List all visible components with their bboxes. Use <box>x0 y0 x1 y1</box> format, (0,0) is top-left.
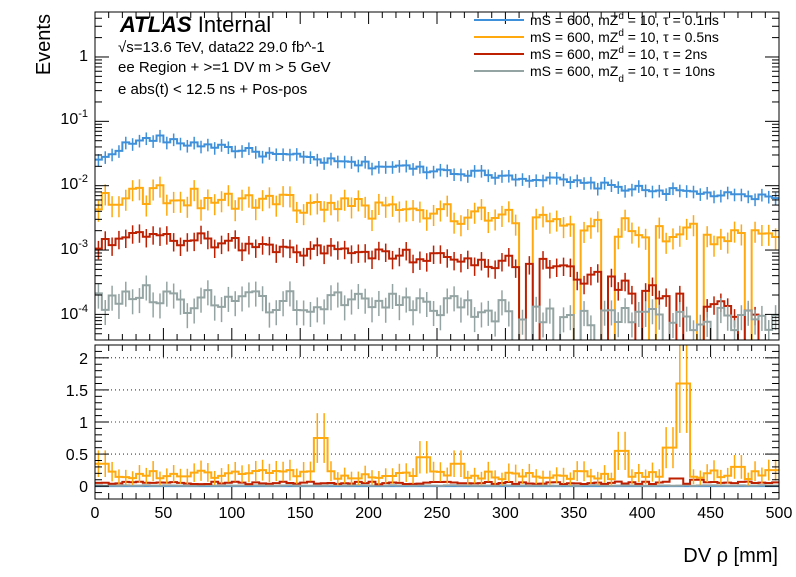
x-tick-label: 300 <box>492 505 519 522</box>
ratio-y-tick-label: 1 <box>79 415 88 432</box>
x-tick-label: 100 <box>218 505 245 522</box>
x-tick-label: 0 <box>91 505 100 522</box>
annotation-selection: e abs(t) < 12.5 ns + Pos-pos <box>118 81 307 98</box>
y-tick-1: 1 <box>79 48 88 65</box>
x-tick-label: 400 <box>629 505 656 522</box>
main-panel-series <box>95 130 779 346</box>
main-y-tick-labels: 10-4 10-3 10-2 10-1 1 <box>60 48 88 323</box>
legend-entry-10ns: mS = 600, mZd = 10, τ = 10ns <box>474 63 715 85</box>
y-axis-label: Events <box>33 14 55 75</box>
legend-label-0.1ns: mS = 600, mZd = 10, τ = 0.1ns <box>530 11 719 28</box>
ratio-series-line <box>95 478 779 484</box>
x-tick-label: 50 <box>155 505 173 522</box>
x-tick-label: 200 <box>355 505 382 522</box>
ratio-y-tick-label: 0.5 <box>66 447 88 464</box>
legend-label-0.5ns: mS = 600, mZd = 10, τ = 0.5ns <box>530 28 719 45</box>
x-tick-label: 450 <box>697 505 724 522</box>
legend-label-2ns: mS = 600, mZd = 10, τ = 2ns <box>530 45 707 62</box>
legend-entry-0.1ns: mS = 600, mZd = 10, τ = 0.1ns <box>474 11 719 28</box>
x-tick-label: 150 <box>287 505 314 522</box>
ratio-y-tick-labels: 0 0.5 1 1.5 2 <box>66 351 88 496</box>
y-tick-1e-1: 10-1 <box>60 108 88 128</box>
legend: mS = 600, mZd = 10, τ = 0.1ns mS = 600, … <box>474 11 719 85</box>
legend-entry-0.5ns: mS = 600, mZd = 10, τ = 0.5ns <box>474 28 719 45</box>
ratio-series-line <box>95 384 779 480</box>
x-tick-label: 500 <box>766 505 793 522</box>
annotation-region: ee Region + >=1 DV m > 5 GeV <box>118 59 331 76</box>
y-tick-1e-3: 10-3 <box>60 238 88 258</box>
x-tick-label: 250 <box>424 505 451 522</box>
ratio-y-tick-label: 2 <box>79 351 88 368</box>
ratio-y-tick-label: 0 <box>79 479 88 496</box>
legend-entry-2ns: mS = 600, mZd = 10, τ = 2ns <box>474 45 707 62</box>
x-tick-label: 350 <box>560 505 587 522</box>
x-tick-labels: 0 50 100 150 200 250 300 350 400 450 500 <box>91 505 793 522</box>
ratio-y-tick-label: 1.5 <box>66 383 88 400</box>
legend-label-10ns: mS = 600, mZd = 10, τ = 10ns <box>530 63 715 85</box>
annotation-energy: √s=13.6 TeV, data22 29.0 fb^-1 <box>118 39 325 56</box>
y-tick-1e-2: 10-2 <box>60 173 88 193</box>
x-axis-label: DV ρ [mm] <box>683 545 778 567</box>
y-tick-1e-4: 10-4 <box>60 303 88 323</box>
